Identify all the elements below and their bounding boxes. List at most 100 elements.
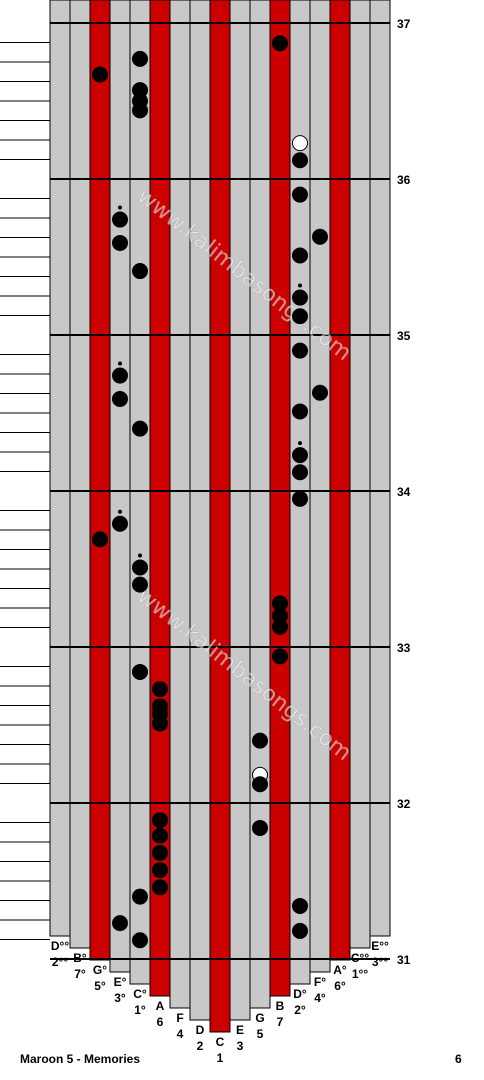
tine-number-label: 6 (157, 1015, 164, 1029)
note (132, 102, 148, 119)
beat-ticks-layer (0, 42, 50, 940)
tine-0 (49, 0, 71, 937)
tine-number-label: 1° (134, 1003, 146, 1017)
tine-number-label: 3°° (372, 955, 388, 969)
note (132, 50, 148, 67)
tine-number-label: 1 (217, 1051, 224, 1065)
note (152, 812, 168, 829)
tine-note-label: B (276, 999, 285, 1013)
tine-16 (369, 0, 391, 937)
tine-number-label: 7 (277, 1015, 284, 1029)
note (252, 819, 268, 836)
tine-note-label: D°° (51, 939, 69, 953)
page-number: 6 (455, 1052, 462, 1066)
song-title: Maroon 5 - Memories (20, 1052, 141, 1066)
note (152, 715, 168, 732)
tine-1 (69, 0, 91, 949)
tine-number-label: 4 (177, 1027, 184, 1041)
tine-note-label: E° (114, 975, 127, 989)
note (152, 844, 168, 861)
note (132, 420, 148, 437)
measure-number: 34 (397, 485, 411, 499)
note (112, 515, 128, 532)
note-dot (298, 441, 302, 446)
note-dot (138, 553, 142, 558)
tine-number-label: 7° (74, 967, 86, 981)
note (132, 559, 148, 576)
tine-3 (109, 0, 131, 973)
note (312, 228, 328, 245)
tine-number-label: 6° (334, 979, 346, 993)
note (112, 234, 128, 251)
note-dot (118, 361, 122, 366)
tine-note-label: D° (293, 987, 307, 1001)
tine-note-label: C (216, 1035, 225, 1049)
tine-number-label: 4° (314, 991, 326, 1005)
note (252, 776, 268, 793)
tine-6 (169, 0, 191, 1009)
note (272, 35, 288, 52)
note (92, 531, 108, 548)
note (272, 648, 288, 665)
tine-8 (209, 0, 231, 1033)
note (292, 247, 308, 264)
note (152, 879, 168, 896)
note (92, 66, 108, 83)
measure-number: 31 (397, 953, 411, 967)
tine-number-label: 5° (94, 979, 106, 993)
note (292, 403, 308, 420)
note-dot (118, 205, 122, 210)
note (312, 384, 328, 401)
tine-9 (229, 0, 251, 1021)
tine-number-label: 2 (197, 1039, 204, 1053)
note (272, 618, 288, 635)
tine-number-label: 3 (237, 1039, 244, 1053)
note (292, 447, 308, 464)
notes-layer (92, 35, 328, 949)
tine-note-label: A (156, 999, 165, 1013)
measure-number: 37 (397, 17, 411, 31)
note (292, 490, 308, 507)
tine-number-label: 2° (294, 1003, 306, 1017)
measure-number: 36 (397, 173, 411, 187)
note (132, 576, 148, 593)
note (292, 308, 308, 325)
tine-note-label: D (196, 1023, 205, 1037)
note (152, 681, 168, 698)
tine-number-label: 2°° (52, 955, 68, 969)
tine-note-label: E (236, 1023, 244, 1037)
note (112, 367, 128, 384)
tine-10 (249, 0, 271, 1009)
note (112, 211, 128, 228)
note-dot (298, 283, 302, 288)
measure-lines-layer: 37 36 35 34 33 32 31 (50, 17, 411, 967)
tine-note-label: C°° (351, 951, 369, 965)
tine-11 (269, 0, 291, 997)
tine-note-label: A° (333, 963, 347, 977)
note (112, 915, 128, 932)
tine-note-label: C° (133, 987, 147, 1001)
tine-number-label: 1°° (352, 967, 368, 981)
measure-number: 33 (397, 641, 411, 655)
tine-labels-layer: D°° 2°° B° 7° G° 5° E° 3° C° 1° A 6 F 4 D 2 C 1E 3G 5B 7 D° 2°… (51, 939, 389, 1065)
tine-2 (89, 0, 111, 961)
note (292, 186, 308, 203)
tine-note-label: B° (73, 951, 87, 965)
note (132, 932, 148, 949)
note (152, 862, 168, 879)
note-hollow (292, 135, 308, 152)
measure-number: 35 (397, 329, 411, 343)
note (152, 827, 168, 844)
tine-note-label: F (176, 1011, 183, 1025)
measure-number: 32 (397, 797, 411, 811)
tine-note-label: G° (93, 963, 107, 977)
tine-14 (329, 0, 351, 961)
note (132, 663, 148, 680)
note-dot (118, 509, 122, 514)
tine-number-label: 5 (257, 1027, 264, 1041)
note (132, 888, 148, 905)
note (292, 464, 308, 481)
note (292, 342, 308, 359)
note (292, 897, 308, 914)
